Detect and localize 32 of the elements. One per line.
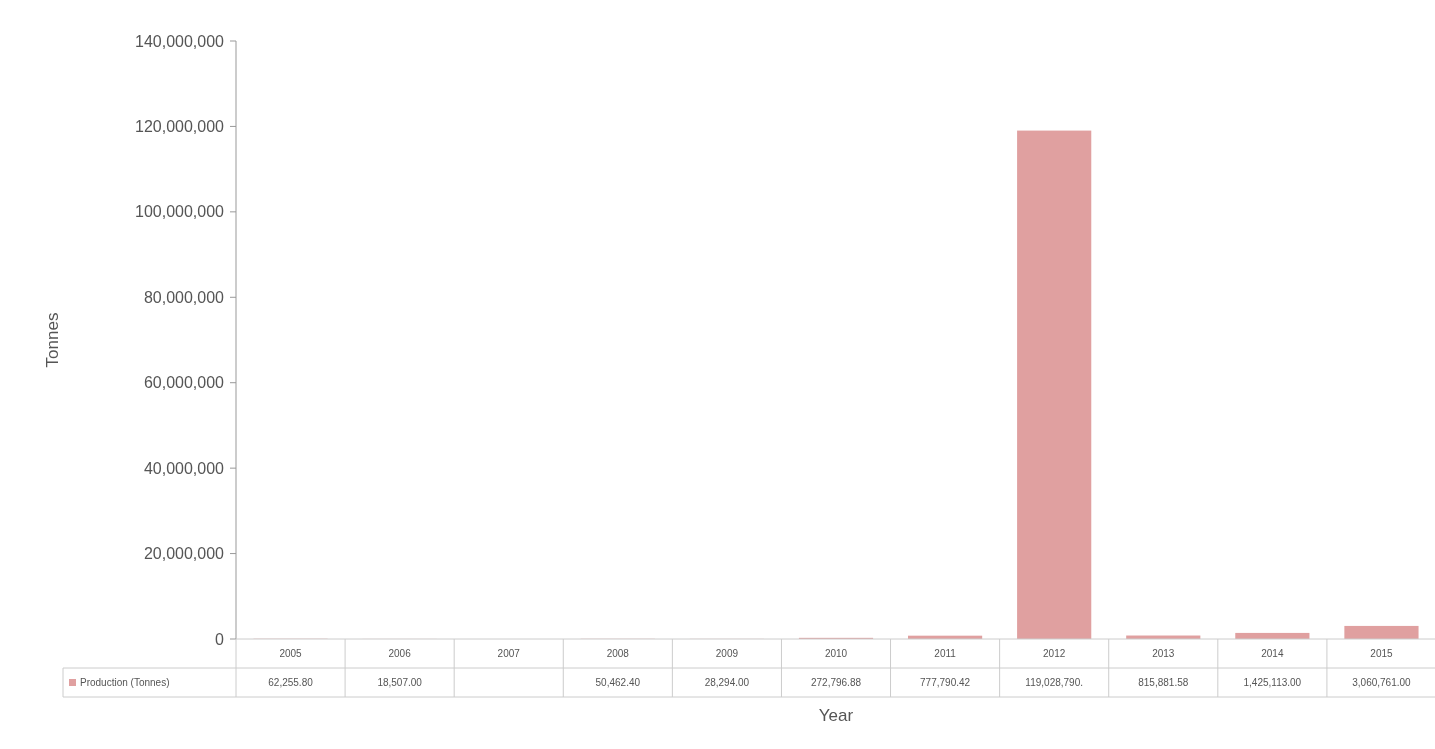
y-tick-label: 0 — [215, 630, 225, 648]
x-axis-title: Year — [818, 706, 854, 725]
legend-label: Production (Tonnes) — [80, 677, 170, 688]
data-label: 777,790.42 — [920, 677, 971, 688]
x-tick-label: 2013 — [1152, 648, 1175, 659]
x-tick-label: 2005 — [279, 648, 303, 659]
y-tick-label: 140,000,000 — [135, 32, 225, 50]
y-axis-title: Tonnes — [43, 312, 62, 368]
data-label: 3,060,761.00 — [1352, 677, 1412, 688]
data-label: 18,507.00 — [377, 677, 423, 688]
y-tick-label: 60,000,000 — [143, 374, 225, 392]
x-tick-label: 2007 — [497, 648, 521, 659]
y-tick-label: 100,000,000 — [135, 203, 225, 221]
data-label: 1,425,113.00 — [1243, 677, 1302, 688]
y-tick-label: 20,000,000 — [143, 545, 225, 563]
y-tick-label: 80,000,000 — [143, 288, 225, 306]
x-tick-label: 2015 — [1370, 648, 1394, 659]
x-tick-label: 2009 — [715, 648, 739, 659]
x-tick-label: 2012 — [1043, 648, 1066, 659]
y-tick-label: 120,000,000 — [135, 118, 225, 136]
data-label: 28,294.00 — [704, 677, 750, 688]
data-label: 272,796.88 — [810, 677, 862, 688]
data-label: 50,462.40 — [595, 677, 641, 688]
x-tick-label: 2014 — [1261, 648, 1284, 659]
data-label: 62,255.80 — [268, 677, 314, 688]
x-tick-label: 2006 — [388, 648, 412, 659]
data-label: 119,028,790. — [1025, 677, 1084, 688]
y-tick-label: 40,000,000 — [143, 459, 225, 477]
x-tick-label: 2008 — [606, 648, 630, 659]
x-tick-label: 2011 — [934, 648, 957, 659]
data-label: 815,881.58 — [1138, 677, 1189, 688]
x-tick-label: 2010 — [824, 648, 848, 659]
